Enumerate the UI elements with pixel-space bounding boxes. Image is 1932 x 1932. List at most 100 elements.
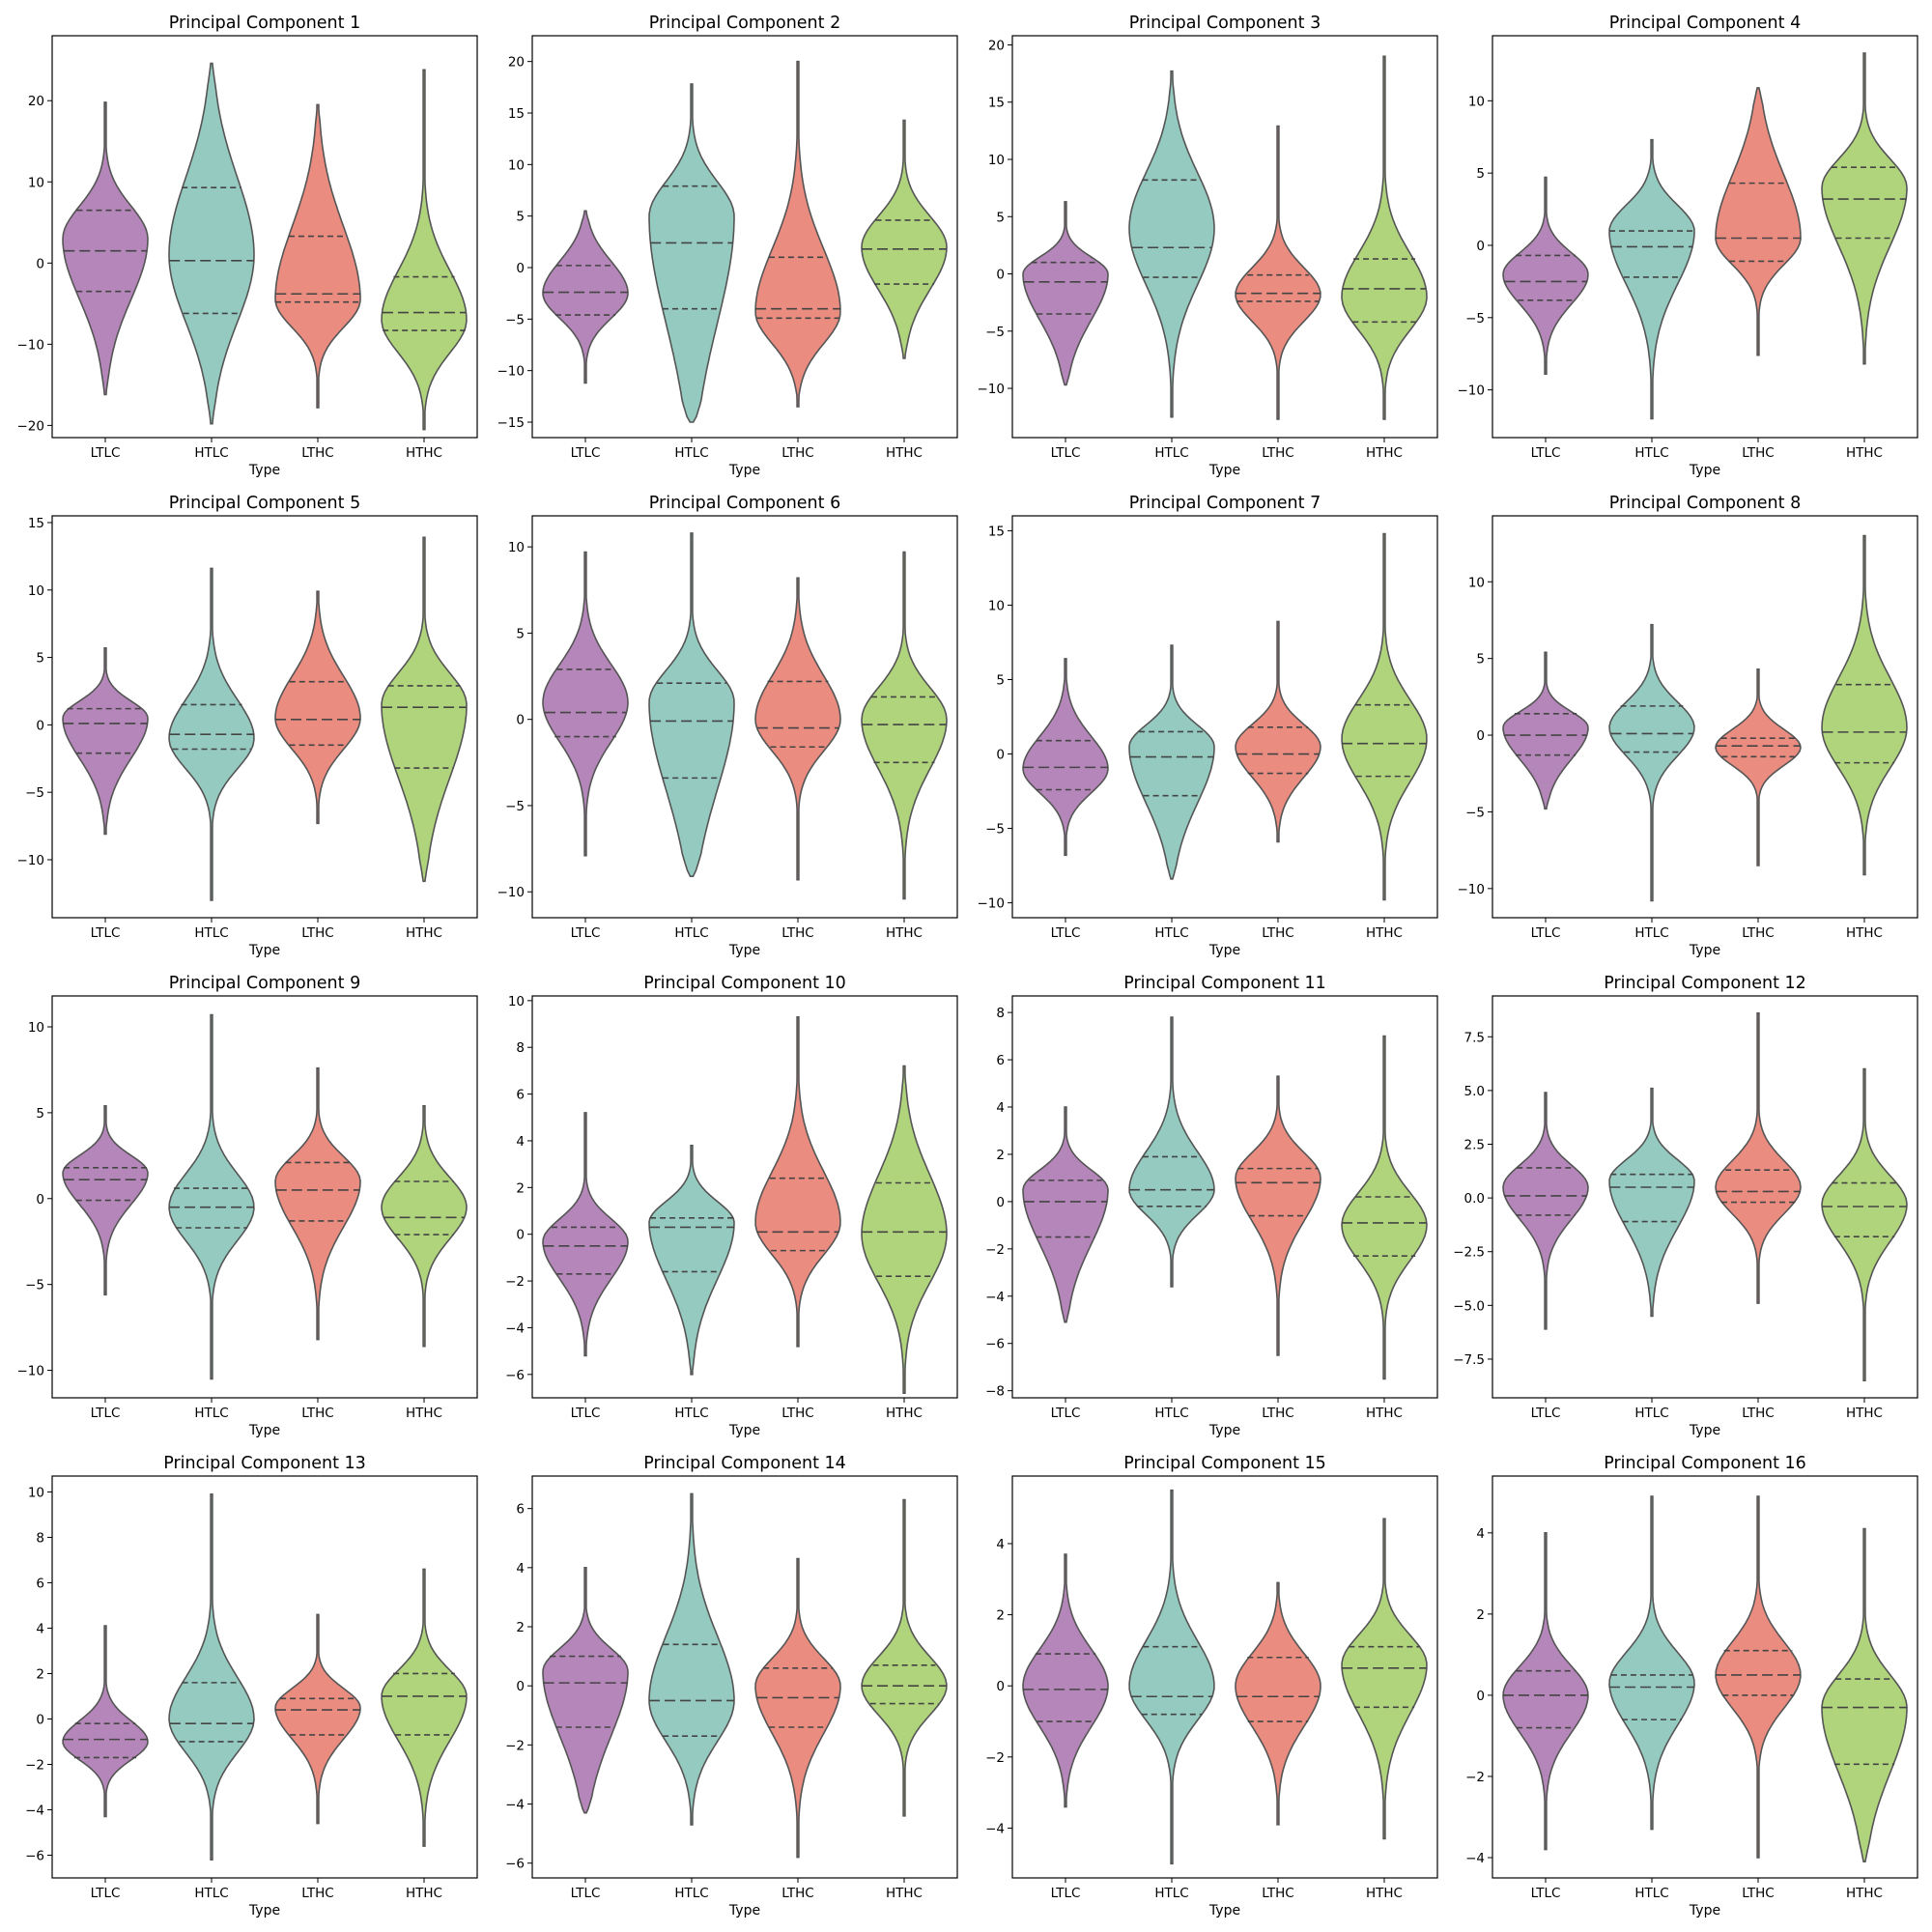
y-tick-label: 2 bbox=[36, 1666, 44, 1682]
violin-lthc bbox=[1715, 1495, 1802, 1859]
x-tick-label: LTHC bbox=[1262, 445, 1294, 461]
y-tick-label: 6 bbox=[516, 1088, 525, 1103]
panel-pc-5: Principal Component 5 −10 −5 0 5 10 15 LTLC HTLC… bbox=[17, 494, 478, 958]
violin-lthc bbox=[754, 60, 841, 408]
violin-hthc bbox=[1341, 532, 1428, 901]
y-tick-label: 5 bbox=[36, 651, 44, 667]
y-tick-label: −10 bbox=[978, 896, 1006, 912]
violin-lthc bbox=[1235, 125, 1321, 420]
y-tick-label: −2 bbox=[985, 1750, 1005, 1766]
x-tick-label: LTLC bbox=[91, 1886, 121, 1901]
violin-hthc bbox=[381, 536, 468, 883]
x-tick-label: HTHC bbox=[406, 1406, 442, 1421]
x-tick-label: HTLC bbox=[674, 1406, 708, 1421]
y-tick-label: 4 bbox=[516, 1134, 525, 1150]
y-tick-label: 0 bbox=[996, 748, 1005, 763]
y-tick-label: 6 bbox=[516, 1502, 525, 1518]
violin-ltlc bbox=[542, 210, 629, 384]
x-tick-label: HTLC bbox=[1154, 925, 1188, 941]
x-tick-label: LTHC bbox=[301, 1886, 334, 1901]
y-tick-label: −20 bbox=[17, 418, 45, 434]
x-tick-label: LTHC bbox=[781, 445, 814, 461]
x-tick-label: HTHC bbox=[1846, 925, 1883, 941]
violin-hthc bbox=[1821, 52, 1908, 365]
violin-lthc bbox=[274, 103, 361, 409]
x-axis-label: Type bbox=[728, 1423, 760, 1438]
panel-title: Principal Component 7 bbox=[1129, 494, 1321, 513]
x-tick-label: LTHC bbox=[781, 1406, 814, 1421]
axes-frame bbox=[1011, 515, 1438, 919]
y-tick-label: −4 bbox=[505, 1321, 525, 1336]
y-tick-label: −2 bbox=[1465, 1770, 1485, 1785]
y-tick-label: −10 bbox=[17, 1364, 45, 1379]
y-tick-label: 0 bbox=[516, 1228, 525, 1243]
y-tick-label: −2 bbox=[505, 1274, 525, 1290]
x-tick-label: HTHC bbox=[1846, 1886, 1883, 1901]
y-tick-label: −4 bbox=[985, 1290, 1005, 1305]
y-tick-label: 10 bbox=[1468, 94, 1485, 109]
violin-htlc bbox=[1608, 1495, 1695, 1831]
violin-hthc bbox=[381, 1105, 468, 1348]
y-tick-label: −10 bbox=[497, 364, 526, 380]
y-tick-label: −4 bbox=[25, 1803, 44, 1818]
y-tick-label: 10 bbox=[508, 157, 525, 173]
panel-pc-4: Principal Component 4 −10 −5 0 5 10 LTLC HTLC LT… bbox=[1458, 14, 1918, 478]
panel-pc-2: Principal Component 2 −15 −10 −5 0 5 10 15 20 LTL… bbox=[497, 14, 958, 478]
panel-pc-10: Principal Component 10 −6 −4 −2 0 2 4 6 8 10 LTLC H… bbox=[505, 974, 958, 1438]
y-tick-label: 20 bbox=[508, 55, 525, 71]
x-tick-label: HTHC bbox=[1366, 1886, 1403, 1901]
x-tick-label: LTLC bbox=[571, 445, 601, 461]
panel-title: Principal Component 10 bbox=[643, 974, 846, 993]
y-tick-label: −2.5 bbox=[1453, 1245, 1485, 1261]
violin-htlc bbox=[1608, 1087, 1695, 1318]
y-tick-label: 8 bbox=[516, 1040, 525, 1056]
x-tick-label: HTHC bbox=[406, 925, 442, 941]
violin-lthc bbox=[274, 590, 361, 825]
y-tick-label: −5 bbox=[505, 799, 525, 814]
y-tick-label: 10 bbox=[28, 583, 44, 599]
x-tick-label: LTHC bbox=[781, 925, 814, 941]
y-tick-label: 8 bbox=[996, 1006, 1005, 1021]
x-axis-label: Type bbox=[728, 1903, 760, 1918]
y-tick-label: 20 bbox=[28, 94, 44, 109]
violin-lthc bbox=[274, 1066, 361, 1341]
x-tick-label: HTHC bbox=[886, 925, 923, 941]
y-tick-label: −2 bbox=[25, 1757, 44, 1773]
axes-frame bbox=[51, 1475, 478, 1879]
y-tick-label: 0 bbox=[36, 718, 44, 733]
panel-pc-7: Principal Component 7 −10 −5 0 5 10 15 LTLC HTLC… bbox=[978, 494, 1438, 958]
panel-title: Principal Component 6 bbox=[649, 494, 840, 513]
violin-lthc bbox=[754, 577, 841, 881]
violin-lthc bbox=[754, 1557, 841, 1859]
y-tick-label: 5.0 bbox=[1464, 1084, 1485, 1099]
y-tick-label: 0 bbox=[36, 1192, 44, 1208]
x-tick-label: HTHC bbox=[406, 445, 442, 461]
violin-htlc bbox=[1128, 1016, 1215, 1288]
violin-ltlc bbox=[62, 101, 149, 396]
violin-htlc bbox=[168, 1013, 255, 1380]
x-axis-label: Type bbox=[248, 943, 280, 958]
panel-pc-14: Principal Component 14 −6 −4 −2 0 2 4 6 LTLC HTLC… bbox=[505, 1454, 958, 1918]
y-tick-label: 10 bbox=[508, 994, 525, 1009]
x-axis-label: Type bbox=[728, 943, 760, 958]
y-tick-label: −10 bbox=[1458, 384, 1486, 399]
violin-lthc bbox=[1235, 1581, 1321, 1826]
x-tick-label: LTLC bbox=[91, 925, 121, 941]
violin-hthc bbox=[861, 1498, 948, 1817]
x-tick-label: HTLC bbox=[1634, 1886, 1668, 1901]
violin-htlc bbox=[1128, 1489, 1215, 1865]
y-tick-label: −10 bbox=[978, 382, 1006, 397]
panel-title: Principal Component 13 bbox=[163, 1454, 366, 1473]
panel-pc-3: Principal Component 3 −10 −5 0 5 10 15 20 LTLC HT… bbox=[978, 14, 1438, 478]
panel-title: Principal Component 8 bbox=[1609, 494, 1801, 513]
x-tick-label: HTHC bbox=[406, 1886, 442, 1901]
panel-title: Principal Component 5 bbox=[169, 494, 360, 513]
y-tick-label: −2 bbox=[985, 1242, 1005, 1258]
y-tick-label: −5.0 bbox=[1453, 1298, 1485, 1314]
x-tick-label: HTHC bbox=[1366, 1406, 1403, 1421]
x-tick-label: LTLC bbox=[571, 1886, 601, 1901]
y-tick-label: 4 bbox=[996, 1537, 1005, 1552]
y-tick-label: 20 bbox=[988, 38, 1005, 53]
axes-frame bbox=[531, 995, 958, 1399]
axes-frame bbox=[1011, 35, 1438, 439]
